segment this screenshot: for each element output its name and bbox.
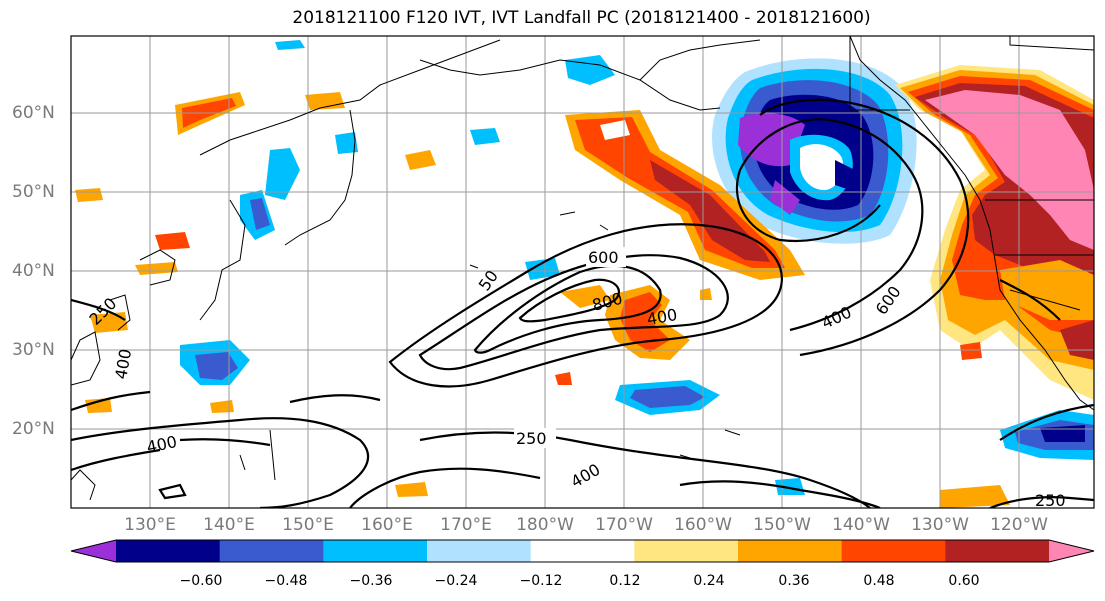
colorbar-segment [427,540,532,562]
colorbar-tick-label: −0.12 [519,573,563,589]
lon-label: 180°W [516,515,574,535]
lon-label: 130°E [124,515,176,535]
ivt-contours [71,98,1094,508]
map-title: 2018121100 F120 IVT, IVT Landfall PC (20… [292,8,871,28]
negative-anomaly-subtropical [180,40,1094,495]
lon-label: 170°W [595,515,653,535]
map-frame [70,35,1095,509]
colorbar-arrow-max [1049,540,1094,562]
negative-anomaly-gulf-alaska [712,58,917,244]
colorbar-tick-label: 0.48 [863,573,895,589]
lon-label: 150°W [753,515,811,535]
lon-label: 130°W [911,515,969,535]
colorbar-segment [116,540,221,562]
lon-label: 120°W [990,515,1048,535]
colorbar-tick-label: 0.24 [693,573,725,589]
lat-label: 50°N [12,182,55,202]
colorbar-tick-label: 0.36 [778,573,810,589]
lon-label: 160°E [361,515,413,535]
lon-label: 160°W [674,515,732,535]
positive-anomaly-subtropical [555,285,712,385]
graticule [71,36,1094,508]
colorbar-tick-label: −0.48 [264,573,308,589]
lon-label: 150°E [282,515,334,535]
lon-label: 140°W [832,515,890,535]
colorbar-segment [945,540,1050,562]
contour-label: 250 [1035,491,1066,510]
colorbar-segment [841,540,946,562]
colorbar-tick-label: 0.12 [609,573,641,589]
colorbar-segment [530,540,635,562]
colorbar-segment [323,540,428,562]
colorbar-tick-label: 0.60 [948,573,980,589]
colorbar [70,539,1095,563]
lon-label: 170°E [440,515,492,535]
colorbar-tick-label: −0.60 [179,573,223,589]
lat-label: 60°N [12,103,55,123]
lon-label: 140°E [203,515,255,535]
map-plot-area: 600 800 400 50 400 600 400 400 250 400 2… [71,36,1094,510]
colorbar-segment [738,540,843,562]
contour-label: 600 [588,248,619,267]
colorbar-segment [634,540,739,562]
colorbar-segment [219,540,324,562]
lat-label: 30°N [12,340,55,360]
lat-label: 20°N [12,419,55,439]
colorbar-tick-label: −0.36 [349,573,393,589]
colorbar-tick-label: −0.24 [434,573,478,589]
contour-label: 250 [516,429,547,448]
lat-label: 40°N [12,261,55,281]
colorbar-arrow-min [71,540,116,562]
